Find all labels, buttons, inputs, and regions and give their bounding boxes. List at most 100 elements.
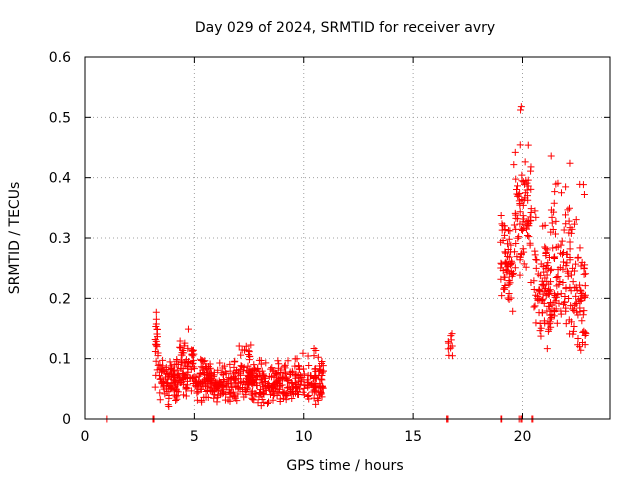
data-point (192, 373, 200, 381)
data-point (447, 344, 455, 352)
data-point (566, 238, 574, 246)
data-point (518, 171, 526, 179)
data-point (244, 362, 252, 370)
data-point (532, 213, 540, 221)
data-point (155, 372, 163, 380)
data-point (318, 382, 326, 390)
data-point (221, 362, 229, 370)
data-point (505, 253, 513, 261)
data-point (190, 365, 198, 373)
data-point (547, 265, 555, 273)
data-point (241, 380, 249, 388)
data-point (507, 241, 515, 249)
data-point (268, 364, 276, 372)
data-point (238, 362, 246, 370)
data-point (156, 389, 164, 397)
data-point (166, 358, 174, 366)
data-point (167, 366, 175, 374)
data-point (226, 367, 234, 375)
data-point (517, 103, 525, 111)
data-point (508, 270, 516, 278)
data-point (152, 341, 160, 349)
data-point (517, 106, 525, 114)
data-point (577, 297, 585, 305)
data-point (199, 382, 207, 390)
data-point (271, 369, 279, 377)
data-point (514, 182, 522, 190)
data-point (204, 363, 212, 371)
data-point (312, 400, 320, 408)
data-point (537, 332, 545, 340)
data-point (573, 286, 581, 294)
data-point (154, 352, 162, 360)
y-axis-label: SRMTID / TECUs (7, 182, 23, 295)
data-point (226, 360, 234, 368)
data-point (176, 374, 184, 382)
data-point (314, 395, 322, 403)
data-point (524, 141, 532, 149)
data-point (526, 239, 534, 247)
data-point (572, 216, 580, 224)
data-point (264, 398, 272, 406)
data-point (222, 370, 230, 378)
data-point (576, 180, 584, 188)
data-point (447, 332, 455, 340)
data-point (276, 397, 284, 405)
data-point (553, 282, 561, 290)
data-point (241, 346, 249, 354)
data-point (172, 396, 180, 404)
x-tick-label: 10 (295, 429, 313, 445)
data-point (533, 256, 541, 264)
data-point (177, 357, 185, 365)
data-point (281, 361, 289, 369)
data-point (199, 357, 207, 365)
data-point (516, 271, 524, 279)
data-point (264, 400, 272, 408)
grid-layer (85, 57, 610, 419)
data-point (562, 285, 570, 293)
data-point (215, 381, 223, 389)
data-point (512, 225, 520, 233)
data-point (297, 380, 305, 388)
data-point (570, 220, 578, 228)
data-point (514, 215, 522, 223)
data-point (569, 305, 577, 313)
data-point (196, 385, 204, 393)
data-point (227, 390, 235, 398)
data-point (534, 270, 542, 278)
data-point (562, 211, 570, 219)
data-point (231, 392, 239, 400)
data-point (444, 338, 452, 346)
data-point (509, 307, 517, 315)
data-point (226, 397, 234, 405)
data-point (208, 387, 216, 395)
data-point (151, 383, 159, 391)
data-point (269, 396, 277, 404)
data-point (581, 294, 589, 302)
data-point (516, 199, 524, 207)
data-point (558, 250, 566, 258)
data-point (579, 311, 587, 319)
data-point (550, 290, 558, 298)
data-point (184, 362, 192, 370)
data-point (542, 250, 550, 258)
data-point (555, 299, 563, 307)
data-point (524, 176, 532, 184)
data-point (216, 359, 224, 367)
data-point (527, 279, 535, 287)
data-point (504, 226, 512, 234)
y-tick-label: 0.5 (49, 110, 71, 126)
data-point (516, 141, 524, 149)
data-point (554, 243, 562, 251)
data-point (173, 387, 181, 395)
data-point (572, 283, 580, 291)
data-point (551, 230, 559, 238)
data-point (188, 360, 196, 368)
data-point (580, 307, 588, 315)
data-point (559, 279, 567, 287)
data-point (520, 180, 528, 188)
data-point (545, 288, 553, 296)
data-point (305, 361, 313, 369)
plot-frame (84, 56, 611, 420)
data-point (500, 273, 508, 281)
